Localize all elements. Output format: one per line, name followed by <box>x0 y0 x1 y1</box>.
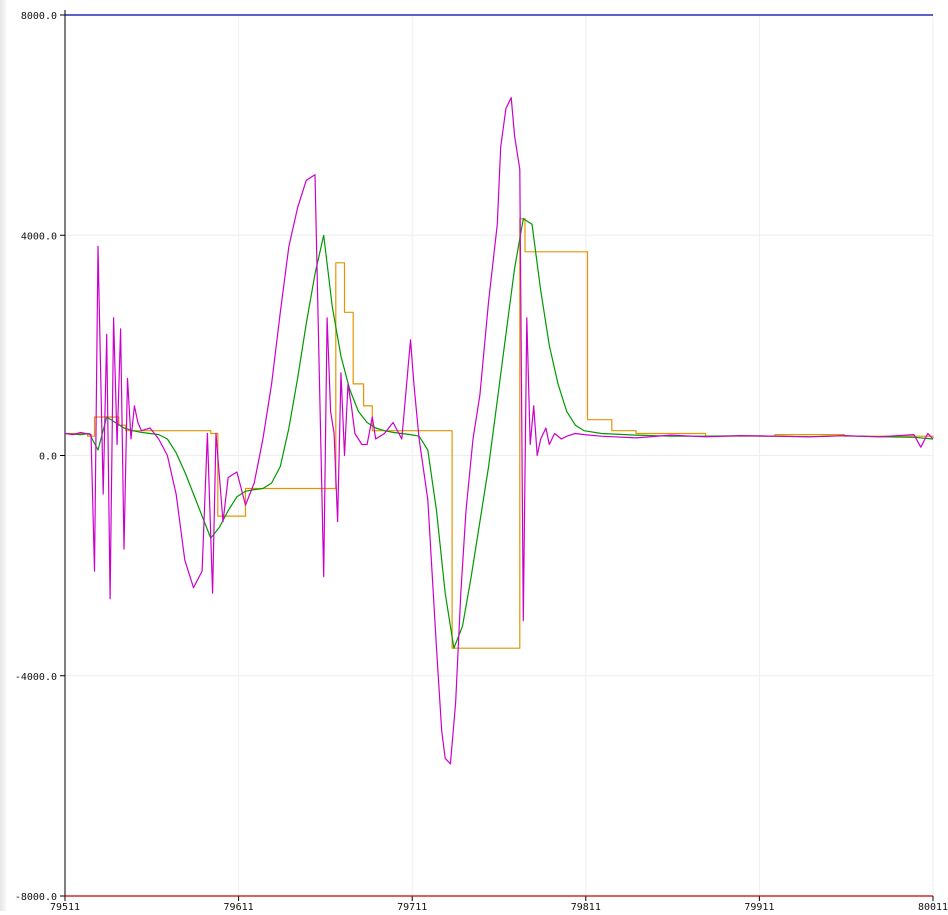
y-tick-label: -8000.0 <box>15 892 57 903</box>
grid-lines <box>64 14 934 897</box>
series-lines <box>64 14 934 897</box>
series-line-3 <box>64 218 934 649</box>
x-tick-label: 80011 <box>918 902 948 911</box>
x-tick-label: 79611 <box>224 902 254 911</box>
y-tick-label: 4000.0 <box>21 231 57 242</box>
x-tick-label: 79911 <box>744 902 774 911</box>
x-tick-label: 79811 <box>571 902 601 911</box>
x-tick-label: 79511 <box>50 902 80 911</box>
y-tick-label: 0.0 <box>39 452 57 463</box>
y-tick-label: -4000.0 <box>15 672 57 683</box>
left-edge-strip <box>0 0 6 911</box>
y-tick-label: 8000.0 <box>21 11 57 22</box>
x-tick-label: 79711 <box>397 902 427 911</box>
series-line-4 <box>64 97 934 765</box>
